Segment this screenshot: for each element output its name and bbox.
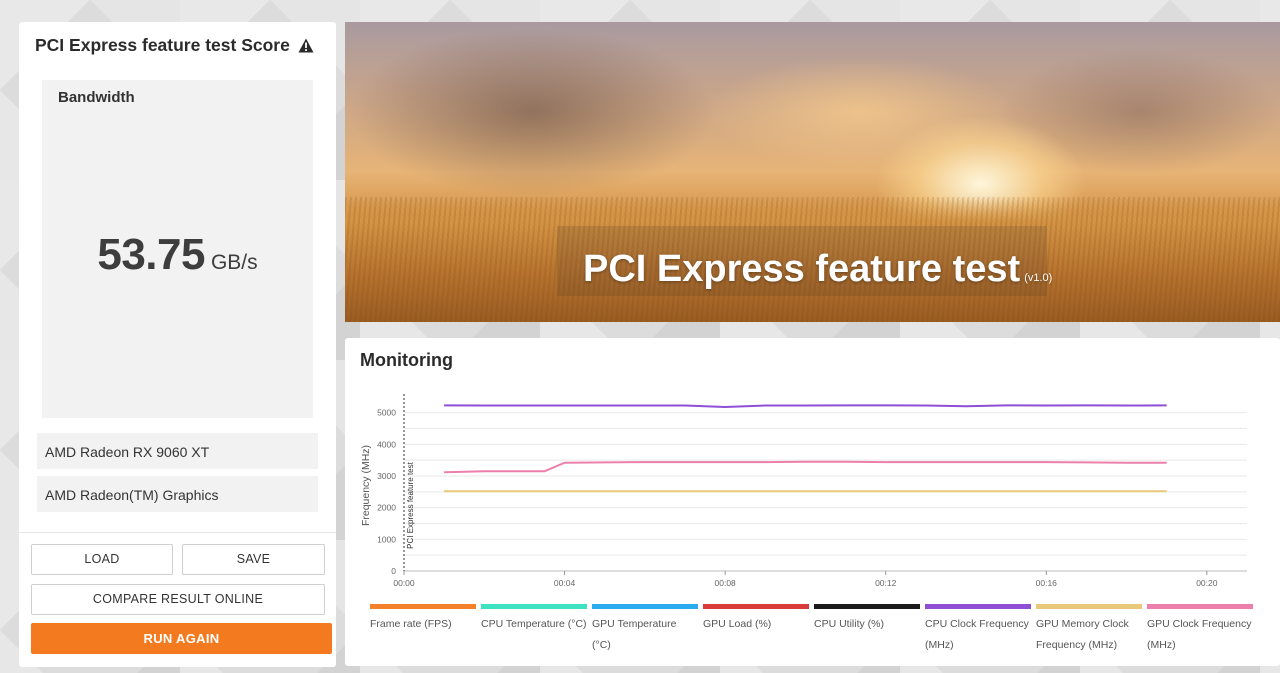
y-axis-title: Frequency (MHz) <box>360 445 372 526</box>
warning-triangle-icon[interactable] <box>298 38 314 53</box>
bandwidth-label: Bandwidth <box>58 89 135 106</box>
hero-field-image <box>345 197 1280 322</box>
legend-item[interactable]: CPU Temperature (°C) <box>481 604 587 635</box>
legend-item[interactable]: CPU Utility (%) <box>814 604 920 635</box>
legend-item[interactable]: GPU Load (%) <box>703 604 809 635</box>
y-tick-label: 1000 <box>377 534 396 544</box>
legend-label: CPU Utility (%) <box>814 618 884 630</box>
legend-label: CPU Temperature (°C) <box>481 618 587 630</box>
legend-swatch <box>925 604 1031 609</box>
legend-swatch <box>1147 604 1253 609</box>
legend-label: GPU Load (%) <box>703 618 772 630</box>
monitoring-chart: 0 1000 2000 3000 4000 5000 00:00 00:04 00:08 00:1… <box>360 394 1247 588</box>
hero-title: PCI Express feature test (v1.0) <box>583 248 1052 291</box>
legend-swatch <box>1036 604 1142 609</box>
legend-item[interactable]: GPU Temperature (°C) <box>592 604 698 656</box>
score-title: PCI Express feature test Score <box>35 35 314 56</box>
x-tick-label: 00:00 <box>393 578 415 588</box>
legend-item[interactable]: Frame rate (FPS) <box>370 604 476 635</box>
y-tick-label: 5000 <box>377 408 396 418</box>
y-tick-label: 4000 <box>377 439 396 449</box>
legend-label: Frame rate (FPS) <box>370 618 452 630</box>
legend-item[interactable]: CPU Clock Frequency (MHz) <box>925 604 1031 656</box>
x-tick-label: 00:08 <box>715 578 737 588</box>
y-tick-label: 0 <box>391 566 396 576</box>
series-line <box>444 460 1167 474</box>
legend-label: GPU Memory Clock Frequency (MHz) <box>1036 618 1129 651</box>
compare-result-online-button[interactable]: COMPARE RESULT ONLINE <box>31 584 325 615</box>
legend-item[interactable]: GPU Clock Frequency (MHz) <box>1147 604 1253 656</box>
bandwidth-card: Bandwidth 53.75 GB/s <box>42 80 313 418</box>
legend-label: GPU Clock Frequency (MHz) <box>1147 618 1252 651</box>
score-title-text: PCI Express feature test Score <box>35 35 290 55</box>
x-tick-label: 00:16 <box>1036 578 1058 588</box>
x-tick-label: 00:20 <box>1196 578 1218 588</box>
run-again-button[interactable]: RUN AGAIN <box>31 623 332 654</box>
legend-label: CPU Clock Frequency (MHz) <box>925 618 1029 651</box>
y-tick-label: 3000 <box>377 471 396 481</box>
save-button[interactable]: SAVE <box>182 544 325 575</box>
gpu-row-primary: AMD Radeon RX 9060 XT <box>37 433 318 469</box>
hero-title-backdrop <box>557 226 1047 296</box>
test-marker-label: PCI Express feature test <box>406 461 415 548</box>
load-button[interactable]: LOAD <box>31 544 173 575</box>
legend-swatch <box>592 604 698 609</box>
hero-banner: PCI Express feature test (v1.0) <box>345 22 1280 322</box>
legend-label: GPU Temperature (°C) <box>592 618 677 651</box>
x-tick-label: 00:04 <box>554 578 576 588</box>
divider <box>19 532 336 533</box>
legend-swatch <box>481 604 587 609</box>
score-number: 53.75 <box>97 230 205 279</box>
legend-swatch <box>703 604 809 609</box>
legend-item[interactable]: GPU Memory Clock Frequency (MHz) <box>1036 604 1142 656</box>
legend-swatch <box>370 604 476 609</box>
gpu-row-integrated: AMD Radeon(TM) Graphics <box>37 476 318 512</box>
y-tick-label: 2000 <box>377 503 396 513</box>
series-line <box>444 404 1167 409</box>
monitoring-title: Monitoring <box>360 350 453 370</box>
score-unit: GB/s <box>210 251 258 274</box>
score-panel: PCI Express feature test Score Bandwidth… <box>19 22 336 667</box>
legend-swatch <box>814 604 920 609</box>
x-tick-label: 00:12 <box>875 578 897 588</box>
hero-title-text: PCI Express feature test <box>583 248 1021 290</box>
hero-version: (v1.0) <box>1024 272 1053 284</box>
score-value: 53.75 GB/s <box>42 230 313 280</box>
monitoring-panel: Monitoring 0 1000 2000 3000 4000 5000 00:00 00:… <box>345 338 1280 666</box>
